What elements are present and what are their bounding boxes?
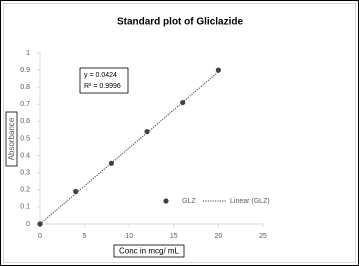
y-tick-label: 0.1 <box>20 204 30 211</box>
legend-label: Linear (GLZ) <box>230 198 270 205</box>
x-tick-label: 25 <box>259 233 267 240</box>
y-tick-label: 0.9 <box>20 67 30 74</box>
trendline <box>39 71 219 225</box>
chart-title: Standard plot of Gliclazide <box>117 17 244 28</box>
x-tick-label: 10 <box>125 233 133 240</box>
x-axis-label: Conc in mcg/ mL <box>119 247 180 256</box>
y-tick-label: 0.6 <box>20 118 30 125</box>
x-tick-label: 15 <box>170 233 178 240</box>
y-axis-label: Absorbance <box>7 117 16 160</box>
y-tick-label: 0.8 <box>20 84 30 91</box>
y-tick-label: 0 <box>26 221 30 228</box>
y-tick-label: 0.4 <box>20 152 30 159</box>
y-tick-label: 0.2 <box>20 187 30 194</box>
legend-marker <box>163 198 169 204</box>
y-tick-label: 0.5 <box>20 135 30 142</box>
annotation: y = 0.0424 <box>84 72 117 79</box>
data-point <box>144 129 150 135</box>
annotation: R² = 0.9996 <box>84 83 121 90</box>
data-point <box>73 188 79 195</box>
data-point <box>215 67 221 73</box>
data-point <box>37 221 43 227</box>
annotation-box <box>79 67 129 94</box>
legend-label: GLZ <box>182 198 196 205</box>
data-point <box>108 160 114 166</box>
x-label-box <box>113 244 185 258</box>
y-tick-label: 0.3 <box>20 170 30 177</box>
x-tick-label: 0 <box>38 233 42 240</box>
y-label-box <box>5 111 18 167</box>
x-tick-label: 20 <box>215 233 223 240</box>
data-point <box>180 99 186 106</box>
chart-area <box>3 3 356 263</box>
x-tick-label: 5 <box>83 233 87 240</box>
y-tick-label: 1 <box>26 50 30 57</box>
y-tick-label: 0.7 <box>20 101 30 108</box>
